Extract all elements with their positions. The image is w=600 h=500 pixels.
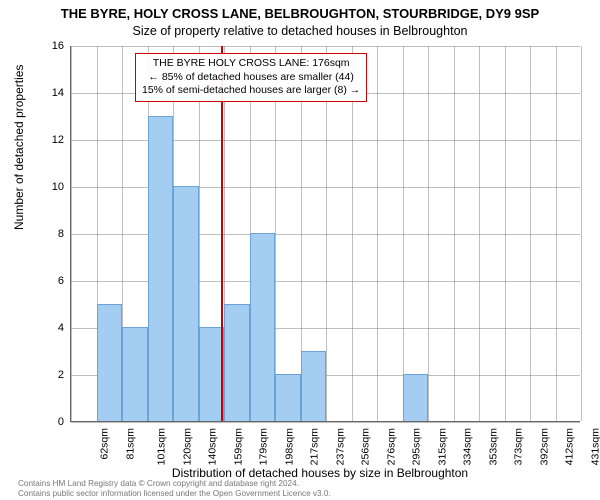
footer-attribution: Contains HM Land Registry data © Crown c…	[18, 479, 331, 498]
y-tick: 16	[34, 40, 64, 52]
gridline-h	[71, 422, 580, 423]
x-tick: 101sqm	[155, 428, 167, 465]
gridline-v	[71, 46, 72, 421]
y-tick: 0	[34, 416, 64, 428]
annotation-line2: ← 85% of detached houses are smaller (44…	[142, 71, 360, 85]
gridline-v	[377, 46, 378, 421]
chart-container: THE BYRE, HOLY CROSS LANE, BELBROUGHTON,…	[0, 0, 600, 500]
x-tick: 237sqm	[334, 428, 346, 465]
x-tick: 159sqm	[232, 428, 244, 465]
x-tick: 334sqm	[461, 428, 473, 465]
histogram-bar	[148, 116, 174, 422]
plot-area: THE BYRE HOLY CROSS LANE: 176sqm← 85% of…	[70, 46, 580, 422]
gridline-v	[505, 46, 506, 421]
x-tick: 81sqm	[124, 428, 136, 460]
x-tick: 62sqm	[99, 428, 111, 460]
y-tick: 4	[34, 322, 64, 334]
x-tick: 120sqm	[181, 428, 193, 465]
x-tick: 373sqm	[512, 428, 524, 465]
histogram-bar	[403, 374, 429, 421]
marker-line	[221, 46, 223, 421]
y-axis-label: Number of detached properties	[12, 65, 26, 230]
histogram-bar	[97, 304, 123, 422]
histogram-bar	[199, 327, 225, 421]
x-tick: 353sqm	[487, 428, 499, 465]
x-tick: 295sqm	[410, 428, 422, 465]
histogram-bar	[250, 233, 276, 421]
footer-line2: Contains public sector information licen…	[18, 489, 331, 498]
histogram-bar	[122, 327, 148, 421]
gridline-v	[556, 46, 557, 421]
chart-title-main: THE BYRE, HOLY CROSS LANE, BELBROUGHTON,…	[0, 6, 600, 21]
y-tick: 14	[34, 87, 64, 99]
gridline-v	[326, 46, 327, 421]
x-tick: 276sqm	[385, 428, 397, 465]
gridline-v	[428, 46, 429, 421]
y-tick: 8	[34, 228, 64, 240]
gridline-v	[530, 46, 531, 421]
histogram-bar	[301, 351, 327, 422]
annotation-box: THE BYRE HOLY CROSS LANE: 176sqm← 85% of…	[135, 53, 367, 102]
x-tick: 198sqm	[283, 428, 295, 465]
x-tick: 217sqm	[308, 428, 320, 465]
x-tick: 179sqm	[257, 428, 269, 465]
x-tick: 412sqm	[563, 428, 575, 465]
x-tick: 392sqm	[538, 428, 550, 465]
annotation-line3: 15% of semi-detached houses are larger (…	[142, 84, 360, 98]
x-tick: 315sqm	[436, 428, 448, 465]
x-axis-label: Distribution of detached houses by size …	[0, 466, 600, 480]
y-tick: 12	[34, 134, 64, 146]
y-tick: 2	[34, 369, 64, 381]
x-tick: 431sqm	[589, 428, 600, 465]
gridline-v	[403, 46, 404, 421]
gridline-v	[581, 46, 582, 421]
gridline-v	[454, 46, 455, 421]
y-tick: 10	[34, 181, 64, 193]
chart-title-sub: Size of property relative to detached ho…	[0, 24, 600, 38]
y-tick: 6	[34, 275, 64, 287]
gridline-v	[479, 46, 480, 421]
x-tick: 140sqm	[206, 428, 218, 465]
gridline-v	[352, 46, 353, 421]
gridline-v	[275, 46, 276, 421]
histogram-bar	[173, 186, 199, 421]
x-tick: 256sqm	[359, 428, 371, 465]
histogram-bar	[224, 304, 250, 422]
histogram-bar	[275, 374, 301, 421]
annotation-line1: THE BYRE HOLY CROSS LANE: 176sqm	[142, 57, 360, 71]
footer-line1: Contains HM Land Registry data © Crown c…	[18, 479, 331, 488]
